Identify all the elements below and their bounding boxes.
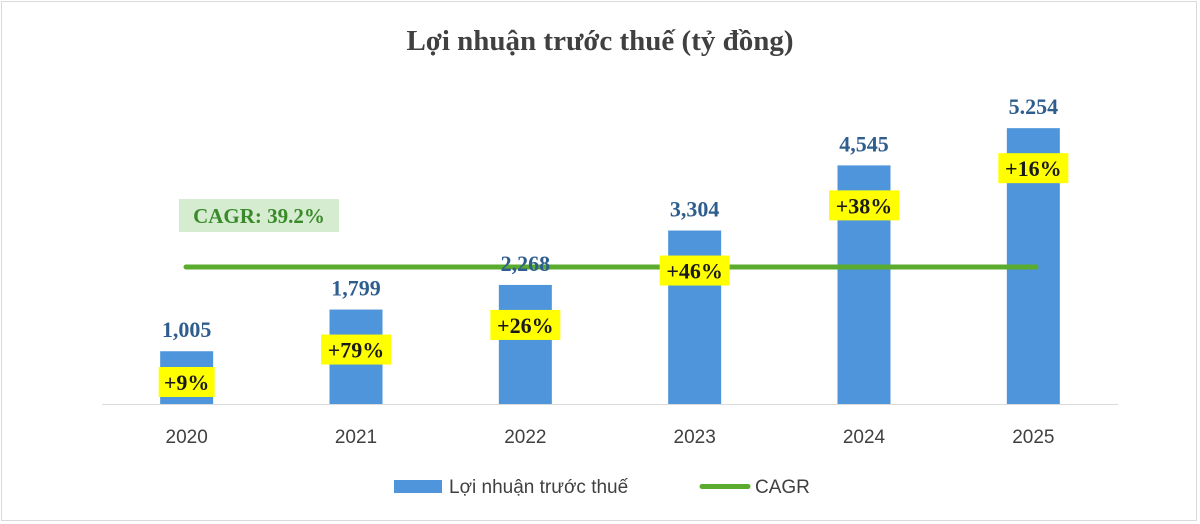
x-tick-2021: 2021 bbox=[335, 427, 377, 448]
value-label-2023: 3,304 bbox=[670, 197, 720, 222]
x-tick-labels: 2020 2021 2022 2023 2024 2025 bbox=[166, 427, 1055, 448]
legend-label-cagr: CAGR bbox=[755, 477, 810, 498]
growth-label-2023: +46% bbox=[666, 259, 723, 284]
growth-label-2024: +38% bbox=[836, 193, 893, 218]
growth-badge-2021: +79% bbox=[321, 334, 391, 365]
growth-badge-bg-2021 bbox=[321, 334, 391, 365]
growth-badge-bg-2020 bbox=[158, 367, 215, 397]
growth-badge-2024: +38% bbox=[829, 190, 899, 221]
growth-labels-group: +9% +79% +26% +46% +38% +16% bbox=[158, 153, 1069, 397]
legend: Lợi nhuận trước thuế CAGR bbox=[394, 477, 810, 498]
legend-label-bar: Lợi nhuận trước thuế bbox=[449, 477, 629, 498]
growth-badge-bg-2022 bbox=[490, 309, 561, 340]
value-label-2024: 4,545 bbox=[839, 131, 889, 156]
growth-badge-bg-2024 bbox=[829, 190, 899, 221]
growth-badge-bg-2025 bbox=[998, 153, 1069, 184]
value-label-2022: 2,268 bbox=[501, 251, 551, 276]
growth-label-2021: +79% bbox=[328, 338, 385, 363]
value-labels-group: 1,005 1,799 2,268 3,304 4,545 5.254 bbox=[162, 94, 1058, 342]
growth-label-2025: +16% bbox=[1005, 156, 1062, 181]
x-tick-2023: 2023 bbox=[674, 427, 716, 448]
value-label-2021: 1,799 bbox=[331, 276, 381, 301]
cagr-badge: CAGR: 39.2% bbox=[179, 199, 339, 232]
growth-badge-2020: +9% bbox=[158, 367, 215, 397]
x-tick-2020: 2020 bbox=[166, 427, 208, 448]
growth-badge-2023: +46% bbox=[659, 255, 730, 286]
growth-badge-2025: +16% bbox=[998, 153, 1069, 184]
value-label-2020: 1,005 bbox=[162, 317, 212, 342]
cagr-label: CAGR: 39.2% bbox=[193, 204, 325, 228]
growth-badge-2022: +26% bbox=[490, 309, 561, 340]
bar-2022 bbox=[498, 284, 552, 404]
x-tick-2022: 2022 bbox=[504, 427, 546, 448]
growth-label-2020: +9% bbox=[164, 370, 210, 395]
growth-label-2022: +26% bbox=[497, 313, 554, 338]
chart-title: Lợi nhuận trước thuế (tỷ đồng) bbox=[406, 25, 793, 57]
x-tick-2025: 2025 bbox=[1012, 427, 1054, 448]
legend-swatch-bar bbox=[394, 480, 442, 493]
growth-badge-bg-2023 bbox=[659, 255, 730, 286]
value-label-2025: 5.254 bbox=[1009, 94, 1059, 119]
x-tick-2024: 2024 bbox=[843, 427, 886, 448]
